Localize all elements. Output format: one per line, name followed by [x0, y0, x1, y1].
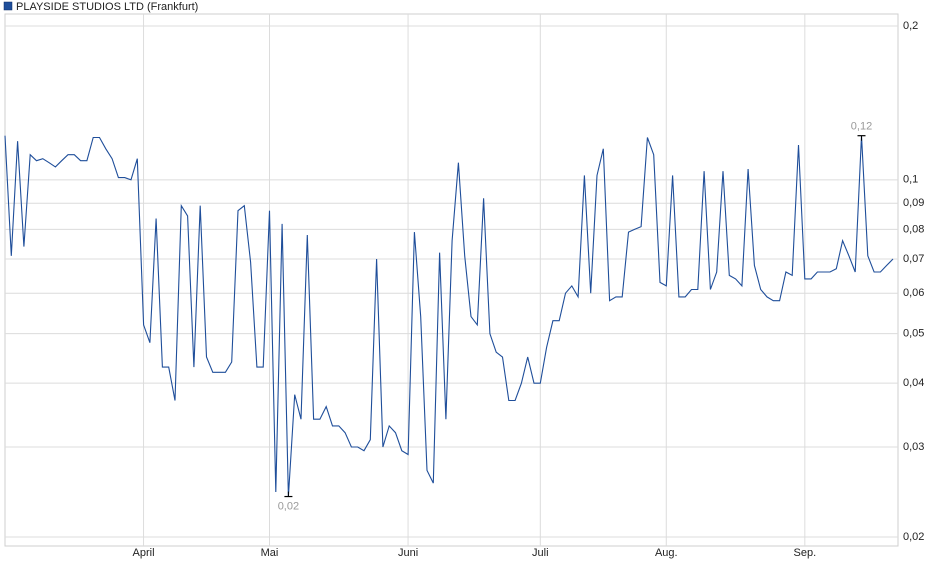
x-tick-label: Juni	[398, 547, 418, 559]
y-tick-label: 0,06	[903, 287, 924, 299]
x-tick-label: Sep.	[794, 547, 817, 559]
y-tick-label: 0,09	[903, 197, 924, 209]
legend-swatch	[3, 1, 13, 11]
y-tick-label: 0,05	[903, 328, 924, 340]
annotation-label: 0,12	[851, 121, 872, 133]
y-tick-label: 0,04	[903, 377, 924, 389]
y-tick-label: 0,03	[903, 441, 924, 453]
x-tick-label: Mai	[261, 547, 279, 559]
y-tick-label: 0,08	[903, 223, 924, 235]
legend-label: PLAYSIDE STUDIOS LTD (Frankfurt)	[16, 1, 198, 13]
x-tick-label: Juli	[532, 547, 549, 559]
y-tick-label: 0,07	[903, 253, 924, 265]
y-tick-label: 0,2	[903, 20, 918, 32]
plot-frame	[4, 13, 899, 547]
y-tick-label: 0,1	[903, 174, 918, 186]
y-tick-label: 0,02	[903, 531, 924, 543]
annotation-label: 0,02	[278, 500, 299, 512]
price-line	[4, 135, 894, 497]
x-tick-label: April	[133, 547, 155, 559]
x-tick-label: Aug.	[655, 547, 678, 559]
